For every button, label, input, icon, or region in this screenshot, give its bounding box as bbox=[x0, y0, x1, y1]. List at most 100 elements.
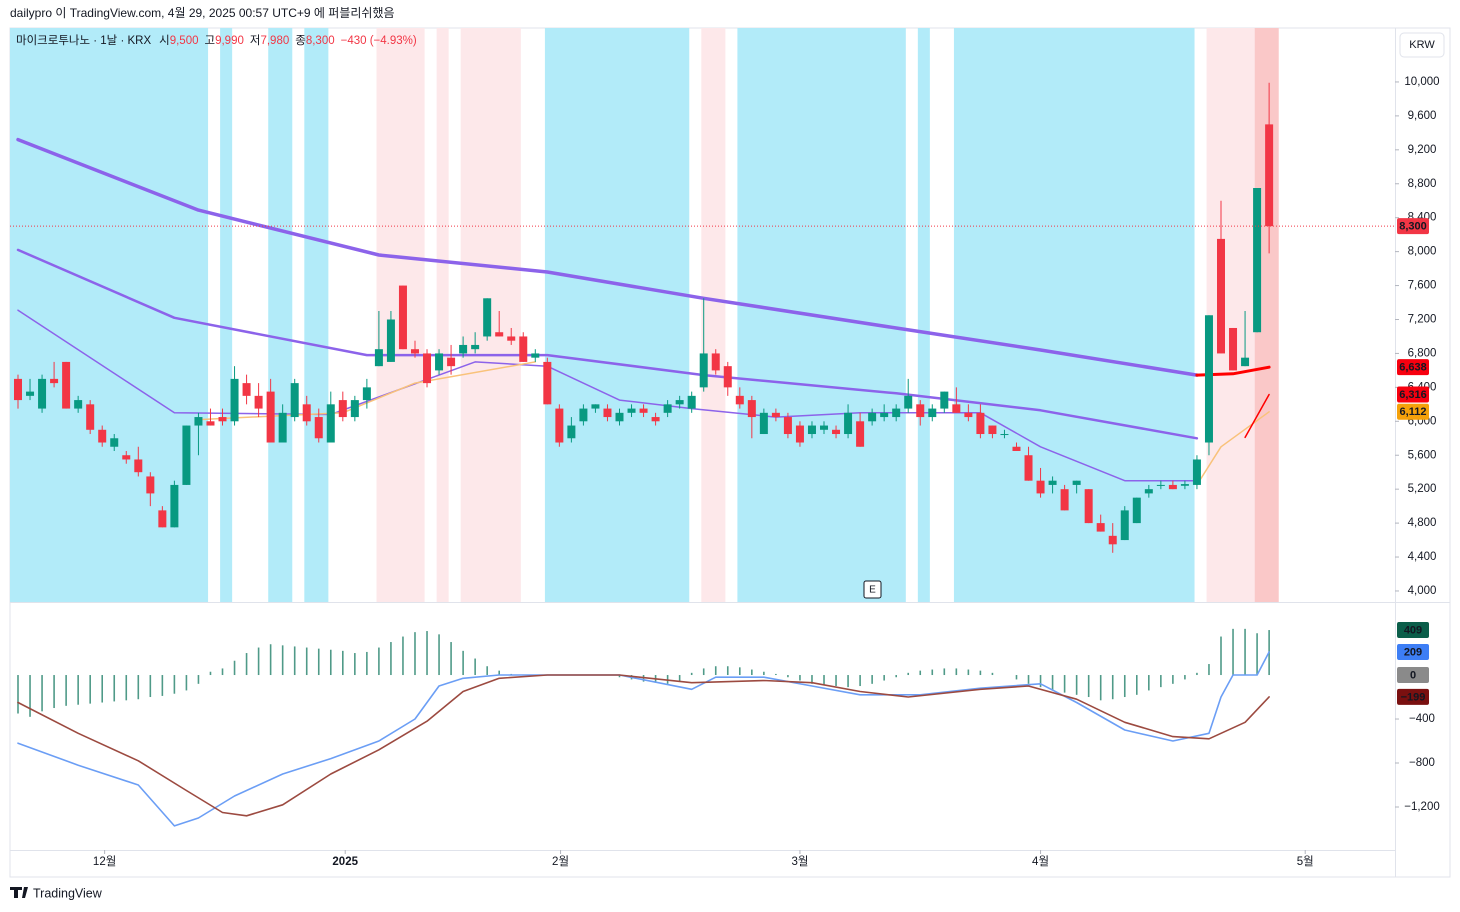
candle-body bbox=[410, 349, 419, 354]
candle-body bbox=[567, 425, 576, 439]
candle-body bbox=[1217, 238, 1225, 354]
candle-body bbox=[471, 344, 480, 350]
candle-body bbox=[1180, 484, 1189, 486]
candle-body bbox=[447, 357, 456, 367]
moving-average bbox=[16, 137, 1199, 377]
y-tick-label: 7,200 bbox=[1408, 314, 1437, 326]
candle-body bbox=[940, 391, 949, 409]
x-tick-label: 12월 bbox=[93, 855, 116, 868]
candle-body bbox=[759, 412, 768, 435]
price-label: −199 bbox=[1401, 691, 1426, 703]
currency-label[interactable]: KRW bbox=[1409, 39, 1435, 51]
x-tick-label: 2월 bbox=[552, 855, 569, 868]
candle-body bbox=[1241, 357, 1250, 367]
candle-body bbox=[266, 391, 275, 443]
candle-body bbox=[14, 378, 22, 401]
background-band bbox=[917, 28, 930, 602]
candle-body bbox=[459, 344, 468, 354]
price-label: 0 bbox=[1410, 669, 1416, 681]
legend-h: 9,990 bbox=[215, 35, 244, 47]
y-tick-label: −400 bbox=[1409, 713, 1435, 725]
background-band bbox=[1206, 28, 1255, 602]
legend-l-label: 저 bbox=[250, 34, 261, 47]
price-label: 6,316 bbox=[1399, 389, 1427, 401]
candle-body bbox=[988, 425, 997, 435]
moving-average bbox=[1244, 393, 1270, 439]
footer-brand: TradingView bbox=[33, 886, 103, 900]
candle-body bbox=[531, 353, 540, 358]
legend-l: 7,980 bbox=[260, 35, 289, 47]
earnings-label[interactable]: E bbox=[869, 585, 876, 596]
candle-body bbox=[182, 425, 191, 485]
candle-body bbox=[1072, 480, 1081, 485]
candle-body bbox=[820, 425, 829, 430]
candle-body bbox=[1144, 489, 1153, 494]
candle-body bbox=[615, 412, 624, 422]
indicator-line bbox=[17, 651, 1270, 827]
candle-body bbox=[928, 408, 937, 418]
candle-body bbox=[62, 361, 71, 409]
moving-average bbox=[16, 248, 1199, 440]
y-tick-label: 8,800 bbox=[1408, 178, 1437, 190]
candle-body bbox=[856, 421, 865, 447]
y-tick-label: 10,000 bbox=[1404, 76, 1439, 88]
candle-body bbox=[1229, 327, 1238, 371]
candle-body bbox=[1253, 188, 1262, 333]
candle-body bbox=[362, 387, 371, 401]
price-pane bbox=[10, 28, 1395, 602]
candle-body bbox=[952, 404, 961, 413]
candle-body bbox=[38, 378, 47, 409]
legend-o-label: 시 bbox=[159, 34, 170, 47]
candle-body bbox=[1204, 315, 1213, 443]
candle-body bbox=[74, 400, 83, 409]
candle-body bbox=[26, 391, 35, 396]
candle-body bbox=[1060, 489, 1069, 511]
price-label-box bbox=[1397, 667, 1429, 684]
background-band bbox=[953, 28, 1195, 602]
publisher-line: dailypro 이 TradingView.com, 4월 29, 2025 … bbox=[10, 6, 395, 20]
legend-change: −430 (−4.93%) bbox=[341, 35, 417, 47]
candle-body bbox=[964, 412, 973, 418]
y-tick-label: 4,400 bbox=[1408, 551, 1437, 563]
background-band bbox=[436, 28, 449, 602]
price-label-box bbox=[1397, 688, 1429, 705]
candle-body bbox=[278, 412, 287, 443]
currency-button[interactable] bbox=[1399, 32, 1445, 58]
candle-body bbox=[242, 383, 251, 396]
candle-body bbox=[398, 285, 407, 350]
candle-body bbox=[579, 408, 588, 422]
background-band bbox=[701, 28, 726, 602]
candle-body bbox=[350, 400, 359, 418]
candle-body bbox=[1132, 497, 1141, 524]
candle-body bbox=[290, 383, 299, 418]
candle-body bbox=[1012, 446, 1021, 451]
candle-body bbox=[230, 378, 239, 422]
footer-logo bbox=[10, 887, 28, 898]
candle-body bbox=[916, 404, 925, 418]
y-tick-label: −1,200 bbox=[1404, 801, 1440, 813]
candle-body bbox=[495, 332, 504, 337]
candle-body bbox=[880, 412, 889, 418]
candle-body bbox=[699, 353, 708, 388]
candle-body bbox=[374, 349, 383, 367]
price-label: 6,638 bbox=[1399, 362, 1427, 374]
price-label-box bbox=[1397, 386, 1429, 403]
earnings-marker[interactable] bbox=[863, 580, 882, 599]
candle-body bbox=[976, 412, 985, 435]
indicator-line bbox=[17, 674, 1270, 817]
candle-body bbox=[627, 408, 636, 413]
candle-body bbox=[326, 404, 335, 443]
candle-body bbox=[338, 400, 347, 418]
candle-body bbox=[110, 438, 119, 447]
candle-body bbox=[50, 378, 59, 384]
candle-body bbox=[1036, 480, 1045, 494]
candle-body bbox=[98, 429, 107, 443]
candle-body bbox=[170, 484, 179, 528]
background-band bbox=[220, 28, 233, 602]
x-tick-label: 5월 bbox=[1297, 855, 1314, 868]
price-label: 409 bbox=[1404, 624, 1422, 636]
candle-body bbox=[844, 412, 853, 435]
price-label-box bbox=[1397, 403, 1429, 420]
y-tick-label: 5,600 bbox=[1408, 449, 1437, 461]
